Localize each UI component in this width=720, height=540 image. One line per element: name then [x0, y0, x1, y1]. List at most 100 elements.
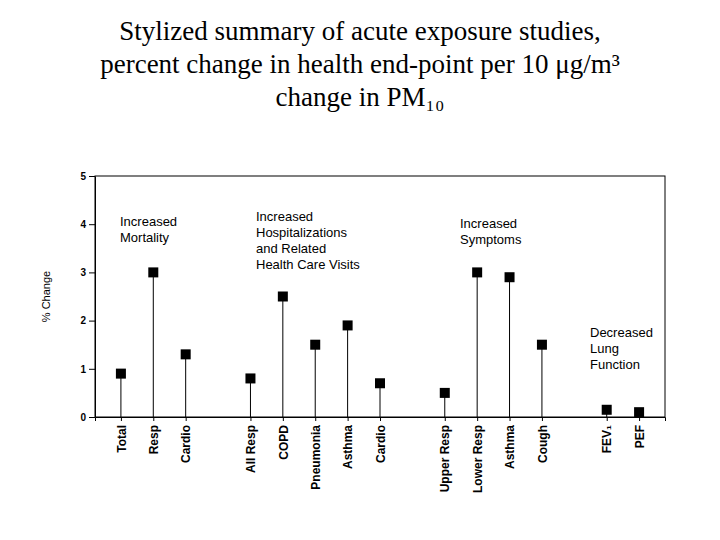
x-tick-mark: [445, 417, 446, 421]
x-tick-mark: [315, 417, 316, 421]
stem: [282, 297, 283, 418]
y-tick: 5: [80, 171, 95, 182]
y-tick-mark: [89, 176, 95, 177]
y-tick-mark: [89, 369, 95, 370]
y-tick: 0: [80, 412, 95, 423]
marker: [634, 407, 644, 417]
x-tick: Lower Resp: [471, 417, 485, 493]
x-tick-label: Lower Resp: [471, 425, 485, 493]
x-tick-mark: [477, 417, 478, 421]
x-tick-mark: [380, 417, 381, 421]
x-tick: Resp: [147, 417, 161, 454]
title: Stylized summary of acute exposure studi…: [100, 16, 620, 112]
x-tick-label: Pneumonia: [309, 425, 323, 490]
x-tick-mark: [186, 417, 187, 421]
y-tick: 4: [80, 219, 95, 230]
stem: [185, 354, 186, 417]
x-tick: Pneumonia: [309, 417, 323, 490]
marker: [537, 340, 547, 350]
annotation-line: Decreased: [590, 325, 653, 340]
x-tick-mark: [250, 417, 251, 421]
marker: [278, 292, 288, 302]
stem: [315, 345, 316, 417]
x-tick-label: COPD: [277, 425, 291, 460]
annotation-line: Symptoms: [460, 232, 522, 247]
x-tick-label: All Resp: [244, 425, 258, 473]
x-tick-label: Upper Resp: [438, 425, 452, 492]
marker: [148, 267, 158, 277]
annotation: IncreasedMortality: [120, 214, 177, 245]
y-tick-mark: [89, 224, 95, 225]
marker: [472, 267, 482, 277]
title-line: percent change in health end-point per 1…: [100, 49, 620, 79]
annotation-line: Mortality: [120, 230, 170, 245]
x-axis: Total Resp Cardio All Resp COPD Pneumonia Asth…: [96, 417, 666, 493]
plot-frame: [95, 176, 665, 417]
x-tick-label: Cardio: [179, 425, 193, 463]
x-tick: COPD: [277, 417, 291, 460]
x-tick-mark: [607, 417, 608, 421]
chart: Stylized summary of acute exposure studi…: [0, 0, 720, 540]
marker: [310, 340, 320, 350]
marker: [440, 388, 450, 398]
stem: [477, 272, 478, 417]
stem: [347, 325, 348, 417]
marks: [116, 267, 644, 417]
annotation: IncreasedHospitalizationsand RelatedHeal…: [256, 209, 360, 272]
x-tick-mark: [283, 417, 284, 421]
stem: [509, 277, 510, 417]
x-tick-label: Asthma: [341, 425, 355, 469]
x-tick-label: Resp: [147, 425, 161, 454]
x-tick-mark: [153, 417, 154, 421]
y-tick: 2: [80, 315, 95, 326]
x-tick-label: Cough: [536, 425, 550, 463]
x-tick-label: Asthma: [503, 425, 517, 469]
y-tick-mark: [89, 321, 95, 322]
annotation-line: Increased: [460, 216, 517, 231]
x-tick-mark: [639, 417, 640, 421]
y-tick-mark: [89, 272, 95, 273]
marker: [602, 405, 612, 415]
x-tick-mark: [510, 417, 511, 421]
y-axis-title: % Change: [40, 271, 52, 322]
x-tick: Asthma: [341, 417, 355, 469]
annotation-line: and Related: [256, 241, 326, 256]
annotation-line: Health Care Visits: [256, 257, 360, 272]
marker: [245, 373, 255, 383]
x-tick-label: FEV₁: [600, 425, 614, 453]
title-line: change in PM₁₀: [276, 82, 445, 112]
y-tick-label: 2: [80, 315, 86, 326]
x-tick: Upper Resp: [438, 417, 452, 492]
y-tick-label: 4: [80, 219, 86, 230]
x-tick-mark: [542, 417, 543, 421]
marker: [505, 272, 515, 282]
x-tick: Cardio: [179, 417, 193, 463]
x-tick-mark: [121, 417, 122, 421]
y-tick-label: 0: [80, 412, 86, 423]
annotation: DecreasedLungFunction: [590, 325, 653, 372]
annotation: IncreasedSymptoms: [460, 216, 522, 247]
x-tick: PEF: [633, 417, 647, 448]
annotation-line: Increased: [256, 209, 313, 224]
x-tick: Cardio: [374, 417, 388, 463]
stem: [153, 272, 154, 417]
annotation-line: Hospitalizations: [256, 225, 348, 240]
x-tick: Asthma: [503, 417, 517, 469]
y-axis: 012345: [80, 171, 95, 423]
marker: [116, 369, 126, 379]
y-tick-label: 3: [80, 267, 86, 278]
x-tick-label: Total: [115, 425, 129, 453]
annotation-line: Lung: [590, 341, 619, 356]
annotation-line: Function: [590, 357, 640, 372]
x-tick-mark: [348, 417, 349, 421]
x-axis-line: [96, 418, 666, 422]
stem: [380, 383, 381, 417]
title-line: Stylized summary of acute exposure studi…: [119, 16, 600, 46]
marker: [375, 378, 385, 388]
marker: [343, 320, 353, 330]
annotation-line: Increased: [120, 214, 177, 229]
y-tick: 3: [80, 267, 95, 278]
x-tick-label: Cardio: [374, 425, 388, 463]
x-tick-label: PEF: [633, 425, 647, 448]
x-tick: FEV₁: [600, 417, 614, 453]
